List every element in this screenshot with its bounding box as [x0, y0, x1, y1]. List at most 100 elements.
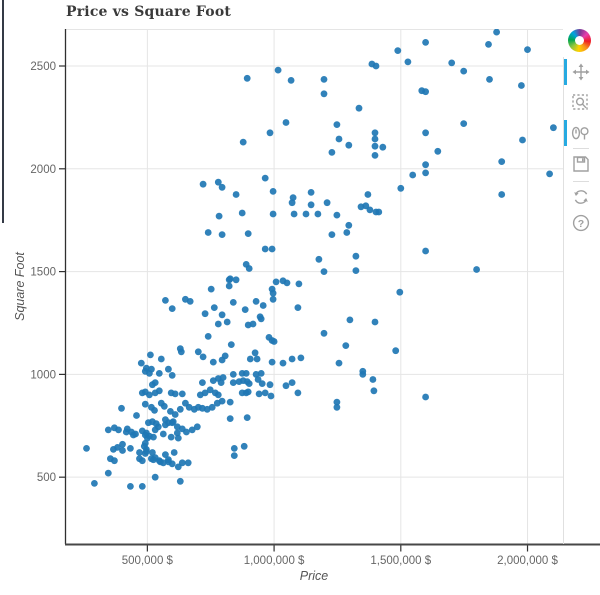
data-point[interactable] — [255, 390, 263, 398]
data-point[interactable] — [126, 483, 134, 490]
save-tool-button[interactable] — [564, 150, 598, 178]
data-point[interactable] — [137, 359, 145, 367]
data-point[interactable] — [229, 299, 237, 306]
data-point[interactable] — [397, 184, 405, 192]
data-point[interactable] — [133, 412, 140, 419]
data-point[interactable] — [243, 74, 251, 82]
data-point[interactable] — [460, 67, 468, 75]
data-point[interactable] — [151, 407, 158, 414]
data-point[interactable] — [364, 191, 372, 198]
data-point[interactable] — [252, 371, 260, 378]
data-point[interactable] — [267, 392, 275, 400]
data-point[interactable] — [307, 201, 315, 209]
data-point[interactable] — [289, 194, 297, 202]
data-point[interactable] — [288, 355, 296, 363]
data-point[interactable] — [307, 189, 315, 196]
data-point[interactable] — [355, 104, 363, 112]
data-point[interactable] — [320, 76, 328, 83]
data-point[interactable] — [178, 459, 186, 467]
data-point[interactable] — [251, 349, 259, 357]
data-point[interactable] — [240, 442, 248, 450]
data-point[interactable] — [295, 280, 303, 288]
data-point[interactable] — [157, 355, 165, 363]
data-point[interactable] — [141, 400, 149, 408]
data-point[interactable] — [268, 245, 276, 253]
data-point[interactable] — [146, 370, 153, 377]
data-point[interactable] — [369, 376, 377, 383]
data-point[interactable] — [126, 445, 134, 452]
data-point[interactable] — [371, 142, 379, 150]
data-point[interactable] — [352, 267, 360, 274]
data-point[interactable] — [194, 348, 202, 356]
data-point[interactable] — [498, 191, 506, 198]
data-point[interactable] — [242, 370, 250, 377]
pan-tool-button[interactable] — [564, 58, 598, 86]
data-point[interactable] — [138, 389, 146, 397]
data-point[interactable] — [178, 390, 186, 398]
data-point[interactable] — [176, 477, 184, 485]
data-point[interactable] — [486, 76, 493, 83]
data-point[interactable] — [204, 333, 212, 340]
data-point[interactable] — [188, 426, 196, 434]
bokeh-logo-icon[interactable] — [568, 29, 591, 52]
data-point[interactable] — [261, 389, 269, 397]
data-point[interactable] — [422, 169, 429, 177]
data-point[interactable] — [226, 415, 234, 422]
data-point[interactable] — [241, 306, 249, 313]
data-point[interactable] — [218, 397, 226, 405]
data-point[interactable] — [253, 355, 261, 363]
data-point[interactable] — [259, 302, 267, 309]
data-point[interactable] — [333, 403, 341, 411]
data-point[interactable] — [379, 143, 387, 151]
data-point[interactable] — [206, 386, 214, 394]
reset-tool-button[interactable] — [564, 183, 598, 211]
data-point[interactable] — [346, 316, 354, 324]
data-point[interactable] — [345, 141, 353, 149]
data-point[interactable] — [138, 457, 146, 465]
data-point[interactable] — [302, 210, 310, 218]
data-point[interactable] — [283, 279, 291, 287]
data-point[interactable] — [333, 398, 341, 406]
data-point[interactable] — [524, 46, 531, 53]
data-point[interactable] — [257, 315, 265, 323]
data-point[interactable] — [320, 90, 328, 98]
data-point[interactable] — [266, 129, 274, 137]
data-point[interactable] — [434, 147, 442, 155]
data-point[interactable] — [258, 380, 266, 387]
data-point[interactable] — [152, 420, 160, 428]
data-point[interactable] — [282, 382, 290, 390]
data-point[interactable] — [252, 298, 260, 305]
data-point[interactable] — [269, 295, 277, 303]
data-point[interactable] — [485, 41, 492, 48]
data-point[interactable] — [422, 161, 429, 169]
data-point[interactable] — [201, 389, 209, 397]
data-point[interactable] — [294, 304, 302, 311]
data-point[interactable] — [155, 370, 163, 377]
data-point[interactable] — [498, 158, 506, 166]
data-point[interactable] — [208, 403, 216, 411]
data-point[interactable] — [114, 444, 121, 451]
data-point[interactable] — [372, 62, 380, 70]
data-point[interactable] — [207, 285, 215, 293]
data-point[interactable] — [239, 138, 247, 146]
data-point[interactable] — [546, 170, 553, 178]
data-point[interactable] — [226, 398, 234, 406]
data-point[interactable] — [473, 266, 480, 273]
data-point[interactable] — [238, 209, 246, 217]
data-point[interactable] — [409, 171, 417, 179]
data-point[interactable] — [160, 402, 168, 410]
data-point[interactable] — [201, 310, 209, 318]
data-point[interactable] — [214, 391, 222, 399]
data-point[interactable] — [162, 416, 169, 423]
data-point[interactable] — [217, 379, 225, 386]
data-point[interactable] — [138, 483, 146, 490]
data-point[interactable] — [204, 229, 212, 236]
data-point[interactable] — [243, 414, 251, 421]
data-point[interactable] — [193, 423, 201, 431]
data-point[interactable] — [448, 59, 456, 67]
data-point[interactable] — [359, 371, 367, 378]
data-point[interactable] — [174, 434, 182, 442]
data-point[interactable] — [146, 391, 153, 399]
data-point[interactable] — [219, 374, 227, 381]
data-point[interactable] — [290, 210, 298, 218]
